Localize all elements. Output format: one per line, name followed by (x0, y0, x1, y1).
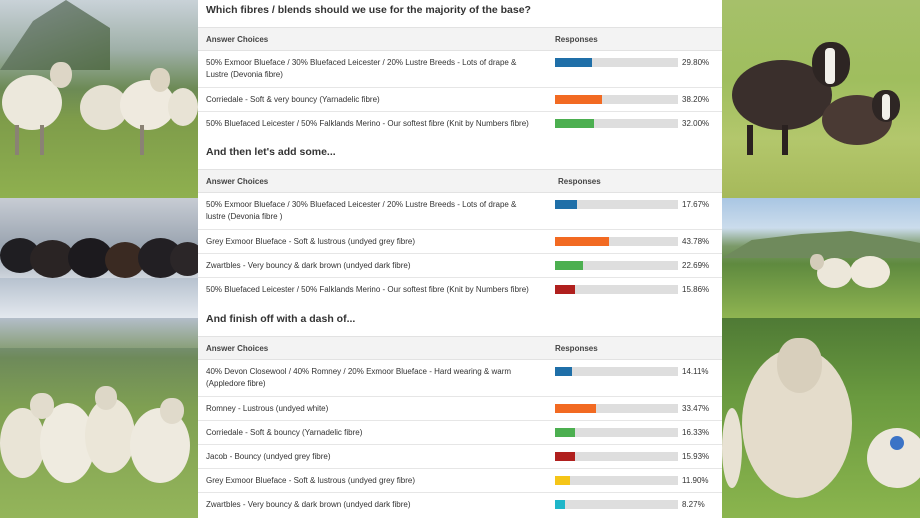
response-bar-fill (555, 404, 597, 413)
table-header: Answer Choices Responses (198, 336, 722, 360)
answer-label: Romney - Lustrous (undyed white) (206, 404, 329, 413)
header-answer-choices: Answer Choices (206, 344, 269, 353)
answer-label: 50% Bluefaced Leicester / 50% Falklands … (206, 119, 529, 128)
table-row: 40% Devon Closewool / 40% Romney / 20% E… (198, 360, 722, 397)
response-percent: 17.67% (682, 200, 710, 209)
response-bar (555, 119, 678, 128)
photo-sheep-hilly-pasture (722, 198, 920, 318)
response-percent: 43.78% (682, 237, 710, 246)
response-bar-fill (555, 58, 592, 67)
response-percent: 15.93% (682, 452, 710, 461)
response-bar-fill (555, 261, 583, 270)
photo-white-sheep-field (0, 318, 198, 518)
header-responses: Responses (555, 344, 598, 353)
photo-white-sheep-hillside (0, 0, 198, 198)
table-row: 50% Bluefaced Leicester / 50% Falklands … (198, 278, 722, 308)
answer-label: 50% Exmoor Blueface / 30% Bluefaced Leic… (206, 200, 517, 221)
response-bar (555, 237, 678, 246)
table-header: Answer Choices Responses (198, 169, 722, 193)
response-bar-fill (555, 200, 577, 209)
response-percent: 14.11% (682, 367, 709, 376)
response-bar-fill (555, 237, 609, 246)
table-row: Grey Exmoor Blueface - Soft & lustrous (… (198, 469, 722, 493)
table-row: Corriedale - Soft & very bouncy (Yarnade… (198, 88, 722, 112)
response-percent: 11.90% (682, 476, 709, 485)
table-row: Corriedale - Soft & bouncy (Yarnadelic f… (198, 421, 722, 445)
answer-label: Zwartbles - Very bouncy & dark brown (un… (206, 261, 411, 270)
response-percent: 22.69% (682, 261, 710, 270)
response-bar (555, 500, 678, 509)
response-bar-fill (555, 500, 566, 509)
answer-label: Corriedale - Soft & very bouncy (Yarnade… (206, 95, 380, 104)
table-row: Zwartbles - Very bouncy & dark brown (un… (198, 493, 722, 517)
table-row: Grey Exmoor Blueface - Soft & lustrous (… (198, 230, 722, 254)
response-bar-fill (555, 285, 575, 294)
response-bar-fill (555, 452, 575, 461)
response-bar-fill (555, 367, 573, 376)
answer-label: Zwartbles - Very bouncy & dark brown (un… (206, 500, 411, 509)
header-responses: Responses (555, 35, 598, 44)
answer-label: 50% Exmoor Blueface / 30% Bluefaced Leic… (206, 58, 517, 79)
response-bar-fill (555, 119, 595, 128)
response-bar (555, 428, 678, 437)
section-heading-finish: And finish off with a dash of... (206, 313, 356, 325)
table-row: Zwartbles - Very bouncy & dark brown (un… (198, 254, 722, 278)
table-row: 50% Exmoor Blueface / 30% Bluefaced Leic… (198, 51, 722, 88)
results-table-add: Answer Choices Responses 50% Exmoor Blue… (198, 169, 722, 308)
header-responses: Responses (558, 177, 601, 186)
header-answer-choices: Answer Choices (206, 35, 269, 44)
photo-romney-sheep-closeup (722, 318, 920, 518)
answer-label: 50% Bluefaced Leicester / 50% Falklands … (206, 285, 529, 294)
table-row: 50% Exmoor Blueface / 30% Bluefaced Leic… (198, 193, 722, 230)
photo-zwartbles-sheep (722, 0, 920, 198)
table-header: Answer Choices Responses (198, 27, 722, 51)
table-row: Jacob - Bouncy (undyed grey fibre) 15.93… (198, 445, 722, 469)
response-bar (555, 476, 678, 485)
response-percent: 32.00% (682, 119, 710, 128)
response-bar-fill (555, 476, 570, 485)
answer-label: Corriedale - Soft & bouncy (Yarnadelic f… (206, 428, 363, 437)
response-percent: 29.80% (682, 58, 710, 67)
response-percent: 33.47% (682, 404, 710, 413)
response-percent: 8.27% (682, 500, 705, 509)
response-bar (555, 58, 678, 67)
question-title: Which fibres / blends should we use for … (206, 4, 531, 16)
results-table-base: Answer Choices Responses 50% Exmoor Blue… (198, 27, 722, 141)
answer-label: Grey Exmoor Blueface - Soft & lustrous (… (206, 237, 415, 246)
response-bar (555, 200, 678, 209)
table-row: 50% Bluefaced Leicester / 50% Falklands … (198, 112, 722, 141)
section-heading-add-some: And then let's add some... (206, 146, 336, 158)
table-row: Romney - Lustrous (undyed white) 33.47% (198, 397, 722, 421)
response-bar (555, 95, 678, 104)
response-bar-fill (555, 428, 576, 437)
response-percent: 38.20% (682, 95, 710, 104)
answer-label: Grey Exmoor Blueface - Soft & lustrous (… (206, 476, 415, 485)
response-bar-fill (555, 95, 602, 104)
response-bar (555, 285, 678, 294)
answer-label: 40% Devon Closewool / 40% Romney / 20% E… (206, 367, 512, 388)
response-bar (555, 261, 678, 270)
header-answer-choices: Answer Choices (206, 177, 269, 186)
response-percent: 15.86% (682, 285, 710, 294)
results-table-finish: Answer Choices Responses 40% Devon Close… (198, 336, 722, 517)
response-percent: 16.33% (682, 428, 710, 437)
survey-results-panel: Which fibres / blends should we use for … (198, 0, 722, 518)
response-bar (555, 452, 678, 461)
response-bar (555, 404, 678, 413)
photo-dark-sheep-frost (0, 198, 198, 318)
answer-label: Jacob - Bouncy (undyed grey fibre) (206, 452, 331, 461)
response-bar (555, 367, 678, 376)
